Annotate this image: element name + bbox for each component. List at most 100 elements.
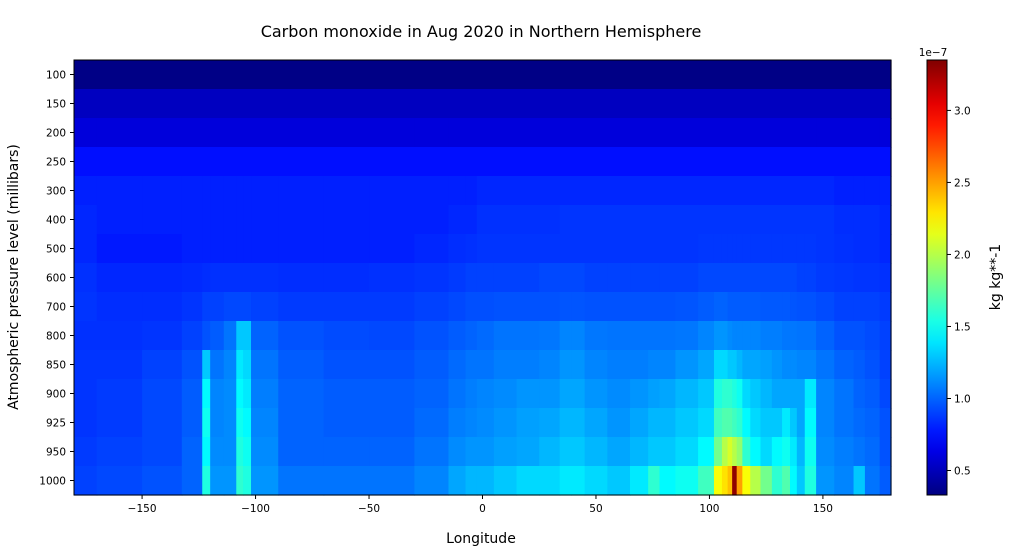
heatmap-cell (853, 292, 866, 322)
heatmap-cell (648, 437, 661, 467)
heatmap-cell (796, 118, 806, 148)
heatmap-cell (796, 147, 806, 177)
heatmap-cell (864, 437, 881, 467)
heatmap-cell (771, 147, 783, 177)
heatmap-cell (760, 321, 773, 351)
heatmap-cell (834, 321, 855, 351)
heatmap-cell (476, 147, 495, 177)
heatmap-cell (607, 205, 631, 235)
heatmap-cell (742, 118, 751, 148)
heatmap-cell (771, 60, 783, 90)
heatmap-cell (782, 60, 791, 90)
heatmap-cell (96, 466, 143, 496)
heatmap-cell (790, 147, 798, 177)
heatmap-cell (816, 60, 835, 90)
heatmap-cell (782, 147, 791, 177)
heatmap-cell (771, 408, 783, 438)
heatmap-cell (721, 176, 729, 206)
heatmap-cell (607, 350, 631, 380)
heatmap-cell (493, 176, 518, 206)
heatmap-cell (448, 263, 467, 293)
heatmap-cell (584, 176, 608, 206)
heatmap-cell (732, 89, 738, 119)
heatmap-cell (465, 263, 478, 293)
heatmap-cell (223, 321, 237, 351)
heatmap-cell (648, 466, 661, 496)
heatmap-cell (243, 147, 252, 177)
heatmap-cell (493, 292, 518, 322)
heatmap-cell (251, 205, 279, 235)
heatmap-cell (210, 408, 225, 438)
heatmap-cell (721, 379, 729, 409)
heatmap-cell (202, 234, 211, 264)
heatmap-cell (771, 321, 783, 351)
heatmap-cell (760, 60, 773, 90)
heatmap-cell (559, 176, 572, 206)
heatmap-cell (278, 350, 325, 380)
heatmap-cell (648, 292, 661, 322)
heatmap-cell (736, 118, 743, 148)
heatmap-cell (630, 176, 649, 206)
heatmap-cell (323, 292, 370, 322)
heatmap-cell (796, 89, 806, 119)
heatmap-cell (465, 89, 478, 119)
heatmap-cell (630, 60, 649, 90)
heatmap-cell (243, 60, 252, 90)
heatmap-cell (816, 263, 835, 293)
heatmap-cell (476, 466, 495, 496)
heatmap-cell (648, 176, 661, 206)
heatmap-cell (816, 321, 835, 351)
heatmap-cell (853, 205, 866, 235)
heatmap-cell (323, 118, 370, 148)
heatmap-cell (584, 350, 608, 380)
heatmap-cell (559, 89, 572, 119)
heatmap-cell (210, 292, 225, 322)
heatmap-cell (236, 263, 244, 293)
heatmap-cell (202, 408, 211, 438)
heatmap-cell (251, 234, 279, 264)
heatmap-cell (804, 292, 817, 322)
heatmap-cell (539, 118, 561, 148)
heatmap-cell (236, 408, 244, 438)
y-tick-label: 1000 (39, 476, 66, 488)
heatmap-cell (414, 234, 450, 264)
heatmap-cell (750, 350, 762, 380)
heatmap-cell (74, 350, 98, 380)
heatmap-cell (853, 176, 866, 206)
heatmap-cell (74, 437, 98, 467)
heatmap-cell (771, 118, 783, 148)
heatmap-cell (516, 466, 540, 496)
heatmap-cell (571, 89, 586, 119)
heatmap-cell (648, 118, 661, 148)
heatmap-cell (736, 466, 743, 496)
heatmap-cell (782, 379, 791, 409)
heatmap-cell (782, 176, 791, 206)
heatmap-cell (142, 147, 183, 177)
heatmap-cell (760, 437, 773, 467)
heatmap-cell (243, 205, 252, 235)
heatmap-cell (736, 147, 743, 177)
heatmap-cell (142, 263, 183, 293)
heatmap-cell (476, 350, 495, 380)
heatmap-cell (202, 89, 211, 119)
heatmap-cell (727, 379, 733, 409)
heatmap-cell (243, 379, 252, 409)
heatmap-cell (142, 292, 183, 322)
heatmap-cell (727, 147, 733, 177)
heatmap-cell (782, 263, 791, 293)
heatmap-cell (732, 263, 738, 293)
heatmap-cell (323, 60, 370, 90)
heatmap-cell (278, 234, 325, 264)
heatmap-cell (559, 408, 572, 438)
heatmap-cell (74, 263, 98, 293)
heatmap-cell (584, 263, 608, 293)
heatmap-cell (790, 234, 798, 264)
heatmap-cell (736, 321, 743, 351)
heatmap-cell (727, 205, 733, 235)
heatmap-cell (571, 263, 586, 293)
heatmap-cell (750, 408, 762, 438)
heatmap-cell (448, 118, 467, 148)
heatmap-cell (516, 60, 540, 90)
heatmap-cell (796, 437, 806, 467)
heatmap-cell (742, 205, 751, 235)
